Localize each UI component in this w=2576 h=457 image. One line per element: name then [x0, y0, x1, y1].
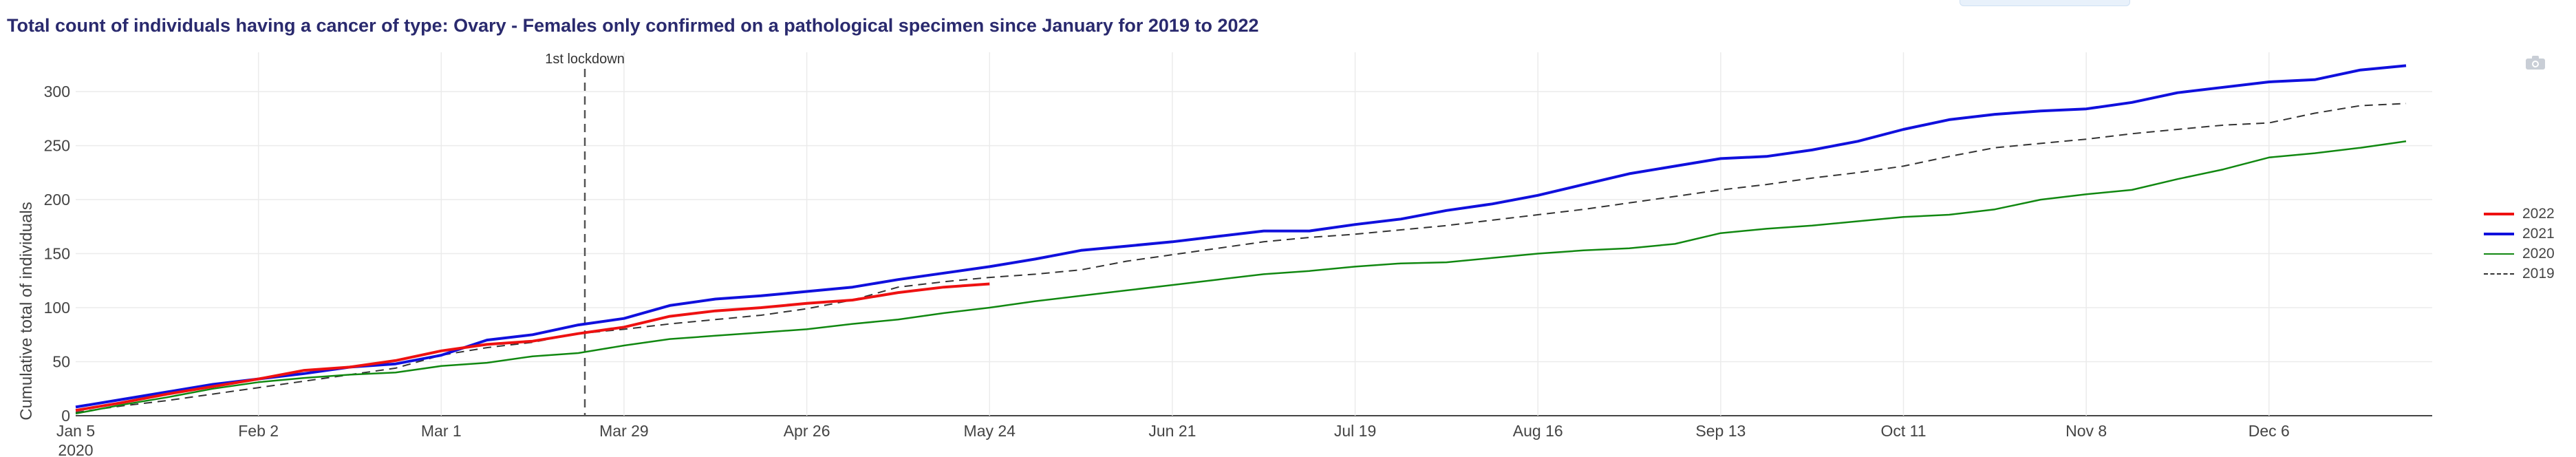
gridlines: [76, 52, 2432, 416]
y-tick-label: 200: [44, 191, 70, 209]
legend-swatch: [2484, 253, 2514, 255]
legend-swatch: [2484, 212, 2514, 215]
y-axis: 0 50 100 150 200 250 300: [44, 83, 70, 425]
y-tick-label: 50: [52, 353, 70, 371]
y-tick-label: 150: [44, 245, 70, 263]
x-tick-label: Sep 13: [1695, 422, 1746, 440]
annotations: 1st lockdown: [545, 52, 625, 416]
x-year-label: 2020: [58, 441, 93, 457]
lockdown-label: 1st lockdown: [545, 52, 625, 67]
x-tick-label: Jun 21: [1148, 422, 1196, 440]
x-tick-label: Jul 19: [1334, 422, 1376, 440]
legend-label: 2021: [2522, 225, 2555, 242]
chart-title: Total count of individuals having a canc…: [7, 15, 1259, 36]
x-tick-label: Jan 5: [56, 422, 95, 440]
series-2022-line: [75, 282, 990, 412]
x-tick-label: May 24: [964, 422, 1016, 440]
legend-swatch: [2484, 232, 2514, 235]
legend-item-2021[interactable]: 2021: [2484, 224, 2555, 244]
y-tick-label: 0: [61, 407, 70, 425]
series-lines: [75, 64, 2407, 415]
x-tick-label: Mar 1: [421, 422, 462, 440]
legend-label: 2020: [2522, 245, 2555, 262]
y-tick-label: 250: [44, 137, 70, 155]
x-tick-label: Nov 8: [2065, 422, 2107, 440]
legend: 2022 2021 2020 2019: [2484, 204, 2555, 284]
x-tick-label: Dec 6: [2248, 422, 2290, 440]
y-axis-label: Cumulative total of individuals: [17, 202, 36, 421]
series-2019-line: [75, 103, 2407, 414]
legend-label: 2022: [2522, 205, 2555, 222]
series-2020-line: [75, 140, 2407, 415]
x-tick-label: Aug 16: [1513, 422, 1563, 440]
legend-item-2020[interactable]: 2020: [2484, 244, 2555, 264]
legend-swatch: [2484, 273, 2514, 275]
x-tick-label: Oct 11: [1880, 422, 1926, 440]
x-tick-label: Mar 29: [599, 422, 649, 440]
y-tick-label: 300: [44, 83, 70, 100]
series-2021-line: [75, 64, 2407, 409]
legend-item-2019[interactable]: 2019: [2484, 264, 2555, 284]
legend-label: 2019: [2522, 265, 2555, 281]
x-tick-label: Apr 26: [784, 422, 830, 440]
x-axis: Jan 5 Feb 2 Mar 1 Mar 29 Apr 26 May 24 Jun 21 J…: [56, 422, 2290, 457]
legend-item-2022[interactable]: 2022: [2484, 204, 2555, 224]
toolbar-tab[interactable]: [1960, 0, 2130, 6]
x-tick-label: Feb 2: [238, 422, 279, 440]
camera-icon[interactable]: [2525, 55, 2546, 70]
y-tick-label: 100: [44, 299, 70, 317]
